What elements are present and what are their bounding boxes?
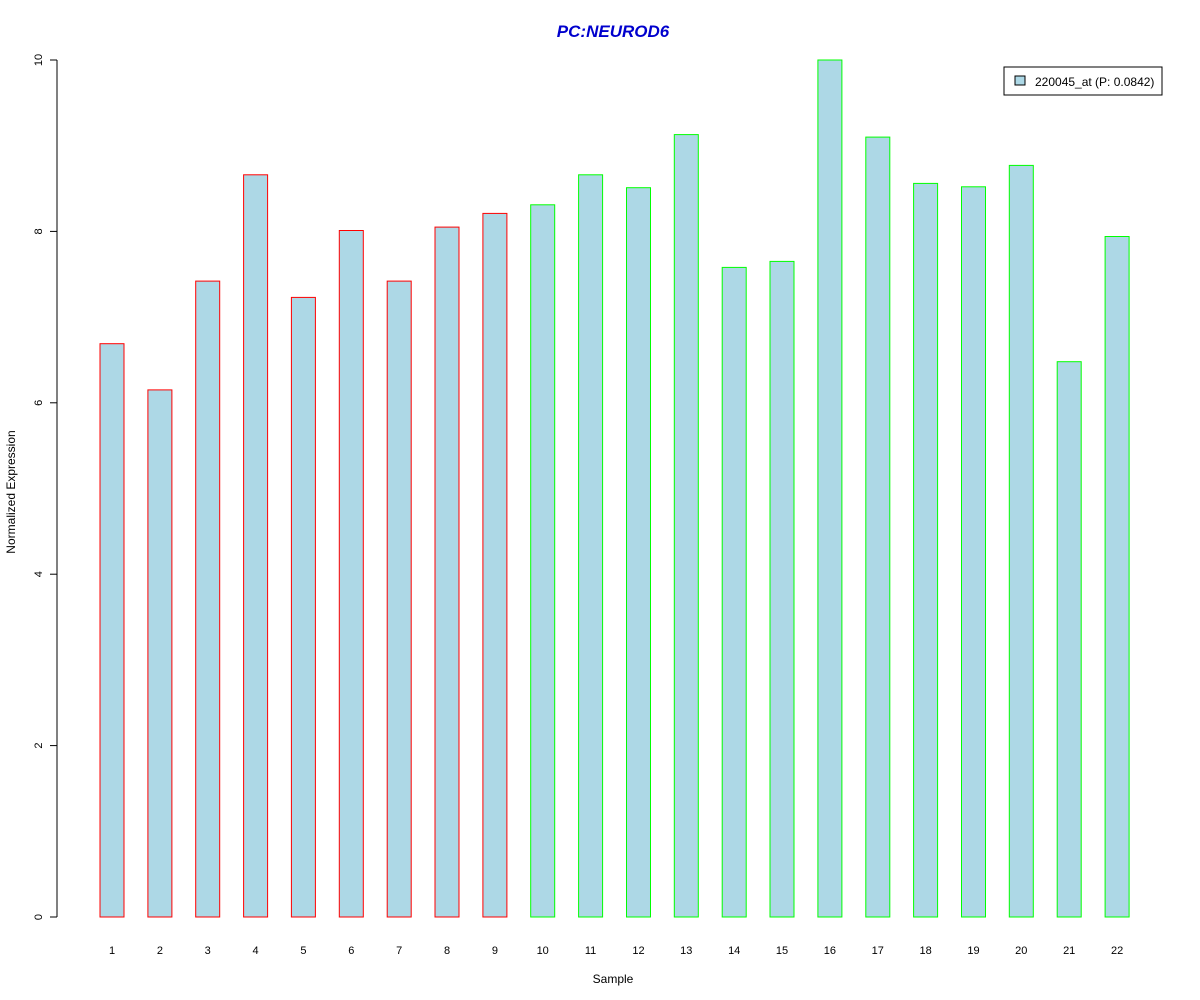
x-tick-label: 18 bbox=[919, 945, 931, 957]
bar-sample-16 bbox=[817, 59, 843, 918]
x-tick-label: 2 bbox=[157, 945, 163, 957]
x-tick-label: 16 bbox=[824, 945, 836, 957]
x-tick-label: 10 bbox=[537, 945, 549, 957]
bar-sample-5 bbox=[290, 296, 316, 918]
x-tick-labels: 1 2 3 4 5 6 7 8 9 10 11 12 13 14 15 16 17 18 19 20 21 22 bbox=[109, 945, 1123, 957]
bar-sample-18 bbox=[913, 182, 939, 918]
bar-sample-11 bbox=[578, 174, 604, 918]
bar-sample-19 bbox=[961, 186, 986, 918]
bar-sample-14 bbox=[721, 266, 747, 918]
bar-sample-10 bbox=[530, 204, 556, 918]
y-tick-label: 2 bbox=[33, 743, 45, 749]
bar-sample-15 bbox=[769, 260, 795, 918]
bar-sample-1 bbox=[99, 343, 125, 918]
x-tick-label: 20 bbox=[1015, 945, 1027, 957]
x-tick-label: 11 bbox=[585, 945, 596, 957]
legend-swatch bbox=[1014, 75, 1026, 86]
x-tick-label: 8 bbox=[444, 945, 450, 957]
x-tick-label: 1 bbox=[109, 945, 115, 957]
bar-sample-12 bbox=[626, 187, 651, 918]
x-tick-label: 17 bbox=[872, 945, 884, 957]
bar-sample-8 bbox=[434, 226, 460, 918]
legend: 220045_at (P: 0.0842) bbox=[1003, 66, 1163, 96]
bar-sample-7 bbox=[386, 280, 412, 918]
y-tick-label: 6 bbox=[33, 400, 45, 406]
x-tick-label: 14 bbox=[728, 945, 740, 957]
bar-sample-3 bbox=[195, 280, 221, 918]
bar-sample-4 bbox=[243, 174, 269, 918]
bar-sample-17 bbox=[865, 136, 891, 918]
bar-sample-21 bbox=[1056, 361, 1082, 918]
x-tick-label: 22 bbox=[1111, 945, 1123, 957]
chart-title: PC:NEUROD6 bbox=[557, 22, 670, 41]
bar-sample-20 bbox=[1008, 164, 1034, 918]
x-tick-label: 3 bbox=[205, 945, 211, 957]
y-tick-label: 4 bbox=[33, 571, 45, 577]
x-tick-label: 6 bbox=[348, 945, 354, 957]
bar-sample-22 bbox=[1104, 236, 1130, 918]
x-tick-label: 19 bbox=[967, 945, 979, 957]
bars-group bbox=[99, 59, 1130, 918]
bar-sample-13 bbox=[673, 134, 699, 918]
x-tick-label: 15 bbox=[776, 945, 788, 957]
x-tick-label: 7 bbox=[396, 945, 402, 957]
x-tick-label: 4 bbox=[253, 945, 259, 957]
x-axis-label: Sample bbox=[593, 972, 634, 986]
y-axis-label: Normalized Expression bbox=[4, 430, 18, 553]
bar-sample-6 bbox=[338, 230, 364, 918]
y-tick-label: 10 bbox=[33, 54, 45, 66]
y-tick-label: 8 bbox=[33, 228, 45, 234]
x-tick-label: 12 bbox=[632, 945, 644, 957]
bar-sample-2 bbox=[147, 389, 173, 918]
x-tick-label: 9 bbox=[492, 945, 498, 957]
legend-box bbox=[1003, 66, 1163, 96]
y-tick-label: 0 bbox=[33, 914, 45, 920]
legend-label: 220045_at (P: 0.0842) bbox=[1035, 75, 1154, 89]
bar-sample-9 bbox=[482, 212, 508, 918]
x-tick-label: 5 bbox=[300, 945, 306, 957]
x-tick-label: 13 bbox=[680, 945, 692, 957]
y-axis: 0 2 4 6 8 10 bbox=[33, 54, 58, 920]
x-tick-label: 21 bbox=[1063, 945, 1075, 957]
